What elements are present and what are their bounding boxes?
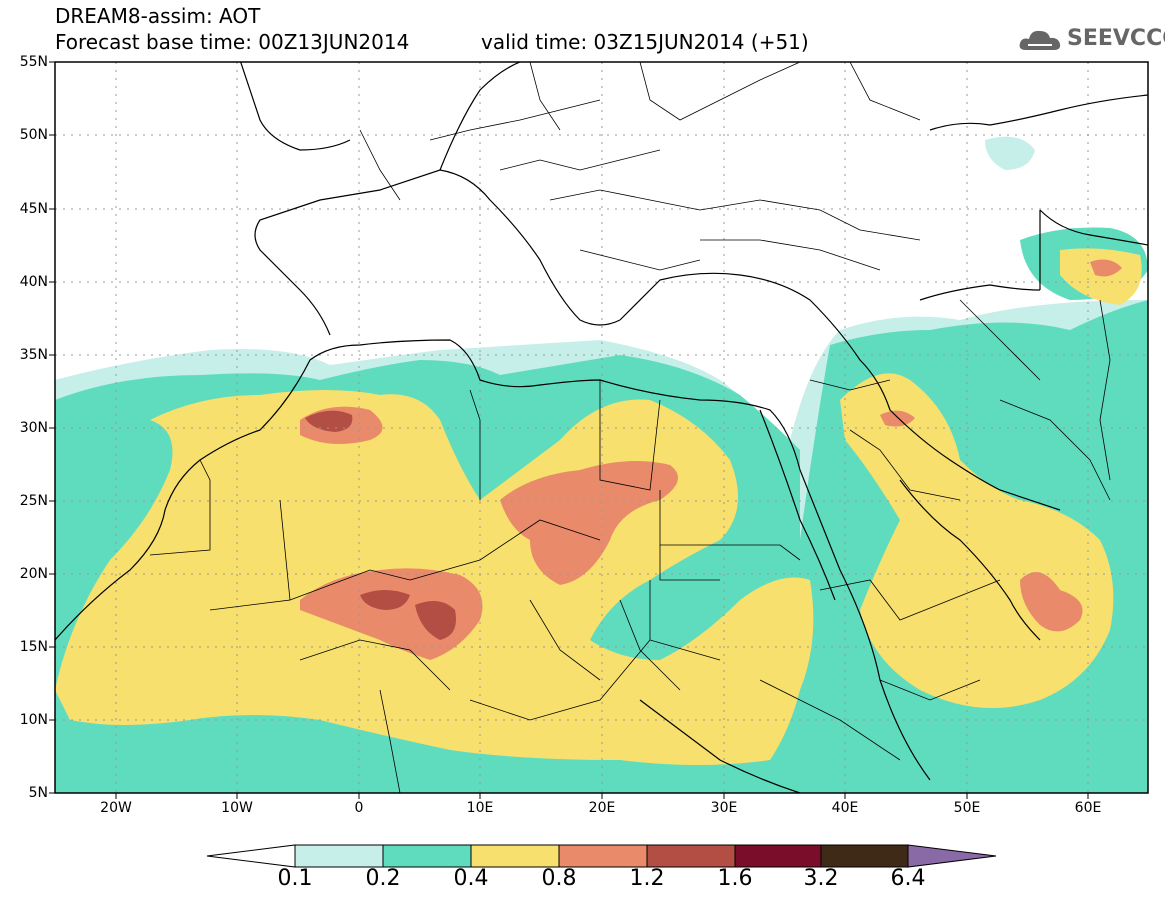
lat-label-15n: 15N bbox=[19, 639, 48, 655]
lon-label-10w: 10W bbox=[221, 800, 253, 816]
forecast-base-time: Forecast base time: 00Z13JUN2014 bbox=[55, 30, 410, 54]
valid-time: valid time: 03Z15JUN2014 (+51) bbox=[481, 30, 809, 54]
graticule bbox=[55, 62, 1148, 793]
lat-label-50n: 50N bbox=[19, 127, 48, 143]
coastlines bbox=[55, 62, 1148, 793]
colorbar-bin-1-2 bbox=[646, 844, 736, 868]
lon-label-20w: 20W bbox=[100, 800, 132, 816]
colorbar-right-arrow bbox=[907, 844, 997, 868]
colorbar-label-0-1: 0.1 bbox=[277, 866, 313, 891]
lat-label-25n: 25N bbox=[19, 493, 48, 509]
aot-band-1-2 bbox=[305, 410, 456, 640]
colorbar-bin-0-2 bbox=[382, 844, 472, 868]
lon-label-0: 0 bbox=[354, 800, 364, 816]
colorbar-bin-0-4 bbox=[470, 844, 560, 868]
colorbar-label-3-2: 3.2 bbox=[803, 866, 839, 891]
lat-label-55n: 55N bbox=[19, 54, 48, 70]
colorbar-bin-3-2 bbox=[820, 844, 909, 868]
lat-label-20n: 20N bbox=[19, 566, 48, 582]
colorbar-left-arrow bbox=[206, 844, 296, 868]
lat-label-10n: 10N bbox=[19, 712, 48, 728]
lat-label-40n: 40N bbox=[19, 274, 48, 290]
country-borders bbox=[149, 62, 1111, 793]
lat-label-45n: 45N bbox=[19, 201, 48, 217]
lon-label-60e: 60E bbox=[1074, 800, 1102, 816]
lon-label-40e: 40E bbox=[831, 800, 859, 816]
lat-label-5n: 5N bbox=[28, 785, 48, 801]
colorbar-label-1-2: 1.2 bbox=[629, 866, 665, 891]
lon-label-10e: 10E bbox=[466, 800, 494, 816]
lat-label-35n: 35N bbox=[19, 347, 48, 363]
colorbar-bin-1-6 bbox=[734, 844, 822, 868]
map-title: DREAM8-assim: AOT bbox=[55, 4, 261, 28]
lon-label-20e: 20E bbox=[588, 800, 616, 816]
colorbar-label-0-4: 0.4 bbox=[453, 866, 489, 891]
colorbar-bin-0-1 bbox=[294, 844, 384, 868]
lat-label-30n: 30N bbox=[19, 420, 48, 436]
logo-text: SEEVCCC bbox=[1067, 26, 1165, 51]
lon-label-30e: 30E bbox=[710, 800, 738, 816]
cloud-logo-icon bbox=[1019, 30, 1061, 50]
colorbar-label-0-8: 0.8 bbox=[541, 866, 577, 891]
colorbar-label-6-4: 6.4 bbox=[890, 866, 926, 891]
colorbar-bin-0-8 bbox=[558, 844, 648, 868]
lon-label-50e: 50E bbox=[953, 800, 981, 816]
colorbar-label-1-6: 1.6 bbox=[717, 866, 753, 891]
colorbar-label-0-2: 0.2 bbox=[365, 866, 401, 891]
